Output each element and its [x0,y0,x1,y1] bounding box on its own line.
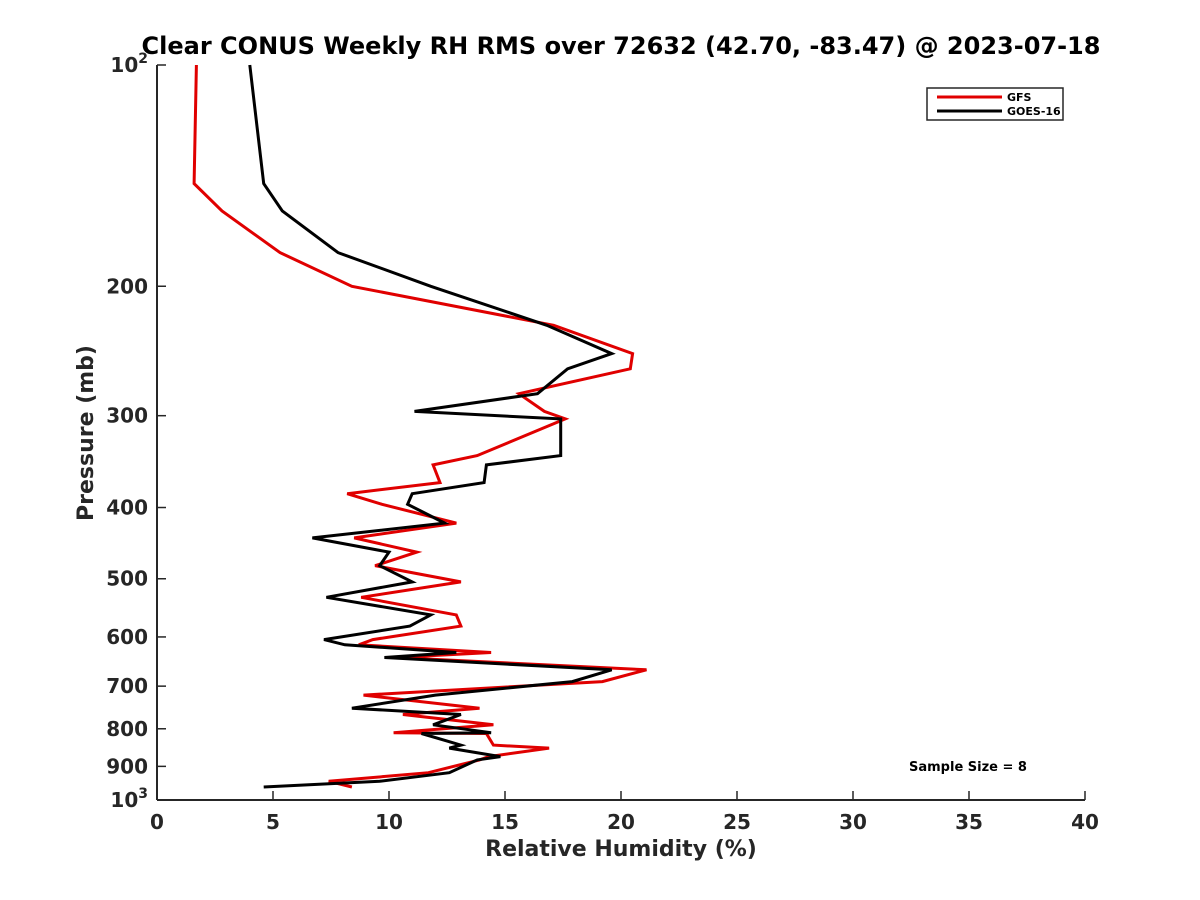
y-tick-label: 800 [106,717,148,741]
y-tick-label: 400 [106,496,148,520]
sample-size-annotation: Sample Size = 8 [909,760,1027,775]
y-tick-label: 500 [106,567,148,591]
x-tick-label: 25 [723,810,751,834]
x-axis-title: Relative Humidity (%) [485,837,757,862]
chart-title: Clear CONUS Weekly RH RMS over 72632 (42… [142,32,1101,60]
y-tick-label: 300 [106,404,148,428]
legend-box [926,87,1064,121]
x-tick-label: 5 [266,810,280,834]
legend-label: GOES-16 [1007,105,1061,118]
plot-area: 0 5 10 15 20 25 30 35 40 102 200 300 400 500 600 700 800… [106,51,1099,834]
x-tick-label: 30 [839,810,867,834]
x-tick-label: 35 [955,810,983,834]
x-tick-label: 0 [150,810,164,834]
y-tick-label: 200 [106,274,148,298]
x-tick-label: 15 [491,810,519,834]
y-tick-label: 102 [110,51,148,77]
y-tick-label: 700 [106,674,148,698]
y-tick-label: 103 [110,786,148,812]
x-tick-label: 20 [607,810,635,834]
legend-label: GFS [1007,91,1032,104]
x-tick-label: 40 [1071,810,1099,834]
y-tick-label: 600 [106,625,148,649]
y-tick-label: 900 [106,754,148,778]
series-line-goes-16 [248,64,616,789]
y-axis-title: Pressure (mb) [74,345,99,521]
x-tick-label: 10 [375,810,403,834]
